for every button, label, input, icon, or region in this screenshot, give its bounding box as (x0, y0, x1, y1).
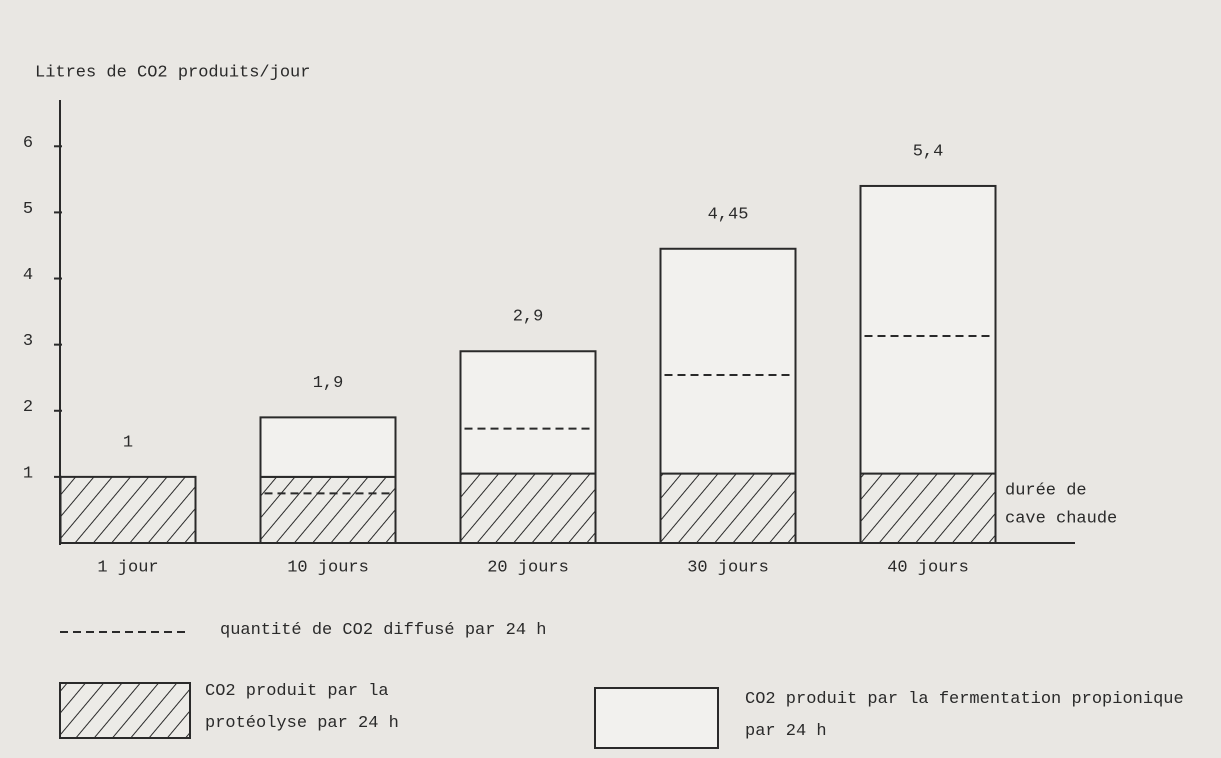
x-tick-label: 20 jours (487, 558, 569, 577)
total-label: 2,9 (513, 308, 544, 327)
x-tick-label: 40 jours (887, 558, 969, 577)
total-label: 4,45 (708, 205, 749, 224)
total-label: 1,9 (313, 374, 344, 393)
bar-segment (259, 416, 397, 478)
bar-segment (459, 472, 597, 544)
bar-segment (659, 472, 797, 544)
y-axis-label: Litres de CO2 produits/jour (35, 63, 310, 82)
bar-segment (659, 247, 797, 475)
y-tick-label: 5 (23, 200, 33, 219)
annotation: cave chaude (1005, 509, 1117, 528)
legend-hatch (59, 682, 191, 739)
total-label: 1 (123, 433, 133, 452)
bar-segment (59, 475, 197, 544)
legend-box (594, 687, 719, 749)
y-tick-label: 1 (23, 464, 33, 483)
bar-segment (859, 184, 997, 475)
y-tick-label: 4 (23, 266, 33, 285)
y-tick-label: 2 (23, 398, 33, 417)
y-tick-label: 3 (23, 332, 33, 351)
x-tick-label: 30 jours (687, 558, 769, 577)
legend-label: quantité de CO2 diffusé par 24 h (220, 621, 547, 640)
bar-segment (859, 472, 997, 544)
legend-label: CO2 produit par la protéolyse par 24 h (205, 682, 399, 733)
x-tick-label: 10 jours (287, 558, 369, 577)
x-tick-label: 1 jour (97, 558, 158, 577)
y-tick-label: 6 (23, 134, 33, 153)
legend-label: CO2 produit par la fermentation propioni… (745, 690, 1184, 741)
bar-segment (459, 350, 597, 475)
total-label: 5,4 (913, 142, 944, 161)
annotation: durée de (1005, 481, 1087, 500)
bar-segment (259, 475, 397, 544)
